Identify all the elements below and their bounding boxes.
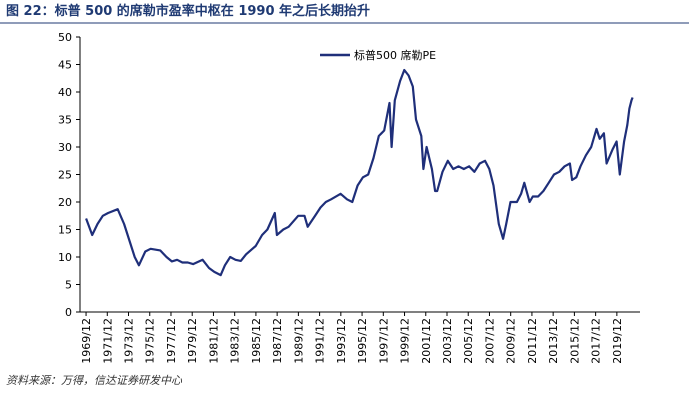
x-tick-label: 1989/12 (292, 318, 305, 364)
y-tick-label: 35 (58, 114, 72, 127)
y-tick-label: 40 (58, 86, 72, 99)
x-tick-label: 2013/12 (547, 318, 560, 364)
x-tick-label: 2001/12 (420, 318, 433, 364)
x-tick-label: 1977/12 (165, 318, 178, 364)
x-tick-label: 1969/12 (80, 318, 93, 364)
x-tick-label: 1991/12 (314, 318, 327, 364)
x-tick-label: 1987/12 (271, 318, 284, 364)
chart-title: 图 22：标普 500 的席勒市盈率中枢在 1990 年之后长期抬升 (6, 3, 370, 19)
y-tick-label: 50 (58, 31, 72, 44)
x-tick-label: 2019/12 (611, 318, 624, 364)
x-tick-label: 1995/12 (356, 318, 369, 364)
series-line (85, 68, 634, 277)
x-tick-label: 1979/12 (186, 318, 199, 364)
x-tick-label: 1997/12 (377, 318, 390, 364)
y-tick-label: 5 (65, 279, 72, 292)
x-tick-label: 1973/12 (123, 318, 136, 364)
x-tick-label: 1975/12 (144, 318, 157, 364)
x-tick-label: 2005/12 (462, 318, 475, 364)
y-tick-label: 45 (58, 59, 72, 72)
y-tick-label: 25 (58, 169, 72, 182)
y-tick-label: 20 (58, 196, 72, 209)
x-tick-label: 2009/12 (505, 318, 518, 364)
x-tick-label: 2017/12 (590, 318, 603, 364)
x-tick-label: 1999/12 (399, 318, 412, 364)
y-tick-label: 0 (65, 306, 72, 319)
x-tick-label: 1993/12 (335, 318, 348, 364)
x-tick-label: 2007/12 (483, 318, 496, 364)
y-tick-label: 15 (58, 224, 72, 237)
x-tick-label: 1985/12 (250, 318, 263, 364)
legend-label: 标普500 席勒PE (354, 48, 436, 62)
source-note: 资料来源：万得，信达证券研发中心 (6, 374, 183, 387)
y-tick-label: 10 (58, 251, 72, 264)
x-tick-label: 2011/12 (526, 318, 539, 364)
x-tick-label: 1971/12 (101, 318, 114, 364)
y-tick-label: 30 (58, 141, 72, 154)
x-tick-label: 1983/12 (229, 318, 242, 364)
x-tick-label: 2003/12 (441, 318, 454, 364)
x-tick-label: 1981/12 (207, 318, 220, 364)
x-tick-label: 2015/12 (568, 318, 581, 364)
